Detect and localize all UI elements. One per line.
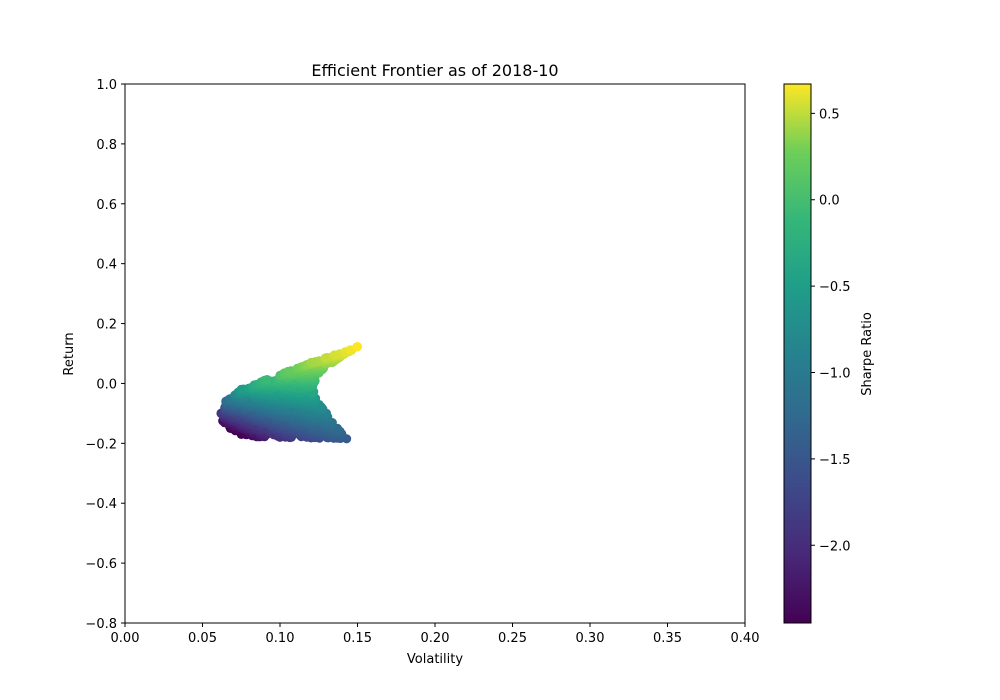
x-tick-label: 0.05	[188, 631, 217, 646]
y-tick-label: 0.4	[96, 258, 117, 273]
y-tick-label: −0.4	[85, 497, 117, 512]
colorbar-tick-label: −0.5	[819, 280, 851, 295]
x-tick-label: 0.35	[653, 631, 682, 646]
y-tick-label: 0.6	[96, 198, 117, 213]
scatter-point	[352, 342, 363, 352]
y-tick-label: −0.2	[85, 437, 117, 452]
x-tick-label: 0.00	[111, 631, 140, 646]
colorbar-tick-label: −1.0	[819, 367, 851, 382]
x-tick-label: 0.15	[343, 631, 372, 646]
y-tick-label: 0.2	[96, 318, 117, 333]
colorbar-tick-label: 0.0	[819, 194, 840, 209]
colorbar	[783, 83, 812, 624]
x-tick-label: 0.10	[266, 631, 295, 646]
y-tick-label: −0.6	[85, 557, 117, 572]
x-tick-label: 0.25	[498, 631, 527, 646]
colorbar-tick-label: −2.0	[819, 539, 851, 554]
y-tick-label: 0.0	[96, 377, 117, 392]
y-tick-label: −0.8	[85, 617, 117, 632]
x-axis-label: Volatility	[407, 652, 463, 667]
plot-area-frame	[124, 83, 746, 624]
scatter-point	[262, 375, 272, 385]
x-tick-label: 0.20	[421, 631, 450, 646]
y-axis-label: Return	[62, 332, 77, 375]
y-axis: −0.8 −0.6 −0.4 −0.2 0.0 0.2 0.4 0.6 0.8 1.0	[85, 78, 125, 632]
chart-title: Efficient Frontier as of 2018-10	[311, 61, 558, 80]
x-axis: 0.00 0.05 0.10 0.15 0.20 0.25 0.30 0.35 0.40	[111, 623, 760, 646]
y-tick-label: 1.0	[96, 78, 117, 93]
colorbar-label: Sharpe Ratio	[860, 312, 875, 396]
colorbar-axis: −2.0 −1.5 −1.0 −0.5 0.0 0.5	[811, 107, 851, 554]
colorbar-tick-label: −1.5	[819, 453, 851, 468]
y-tick-label: 0.8	[96, 138, 117, 153]
x-tick-label: 0.40	[731, 631, 760, 646]
x-tick-label: 0.30	[576, 631, 605, 646]
colorbar-tick-label: 0.5	[819, 107, 840, 122]
scatter-points	[216, 342, 363, 444]
